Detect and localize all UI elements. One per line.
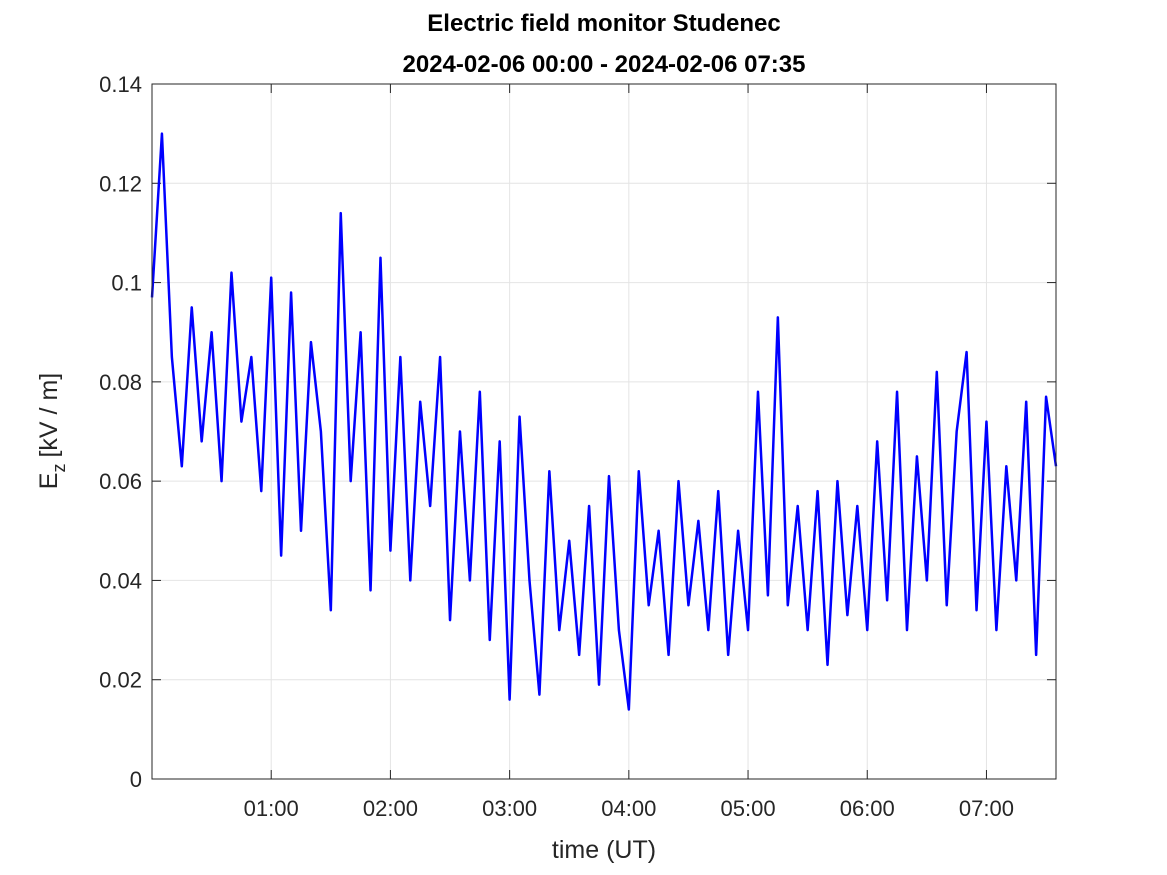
y-tick-label: 0.06 [99, 469, 142, 494]
y-tick-label: 0.04 [99, 568, 142, 593]
y-tick-label: 0.1 [111, 271, 142, 296]
x-axis-label: time (UT) [552, 836, 656, 864]
y-tick-label: 0.12 [99, 171, 142, 196]
y-label-main: E [35, 473, 63, 490]
data-line [150, 132, 1058, 711]
y-axis-label: Ez [kV / m] [35, 373, 69, 489]
x-tick-label: 04:00 [601, 796, 656, 821]
y-tick-label: 0 [130, 767, 142, 792]
x-tick-label: 05:00 [721, 796, 776, 821]
plot-area [152, 84, 1056, 779]
x-tick-label: 03:00 [482, 796, 537, 821]
y-tick-label: 0.02 [99, 668, 142, 693]
y-label-sub: z [49, 464, 69, 473]
axes-box [151, 83, 1057, 780]
x-tick-label: 01:00 [244, 796, 299, 821]
y-tick-label: 0.14 [99, 72, 142, 97]
y-label-rest: [kV / m] [35, 373, 63, 458]
chart-subtitle: 2024-02-06 00:00 - 2024-02-06 07:35 [403, 51, 806, 78]
x-tick-label: 06:00 [840, 796, 895, 821]
chart-title: Electric field monitor Studenec [427, 10, 780, 37]
x-tick-label: 02:00 [363, 796, 418, 821]
y-tick-label: 0.08 [99, 370, 142, 395]
x-tick-label: 07:00 [959, 796, 1014, 821]
